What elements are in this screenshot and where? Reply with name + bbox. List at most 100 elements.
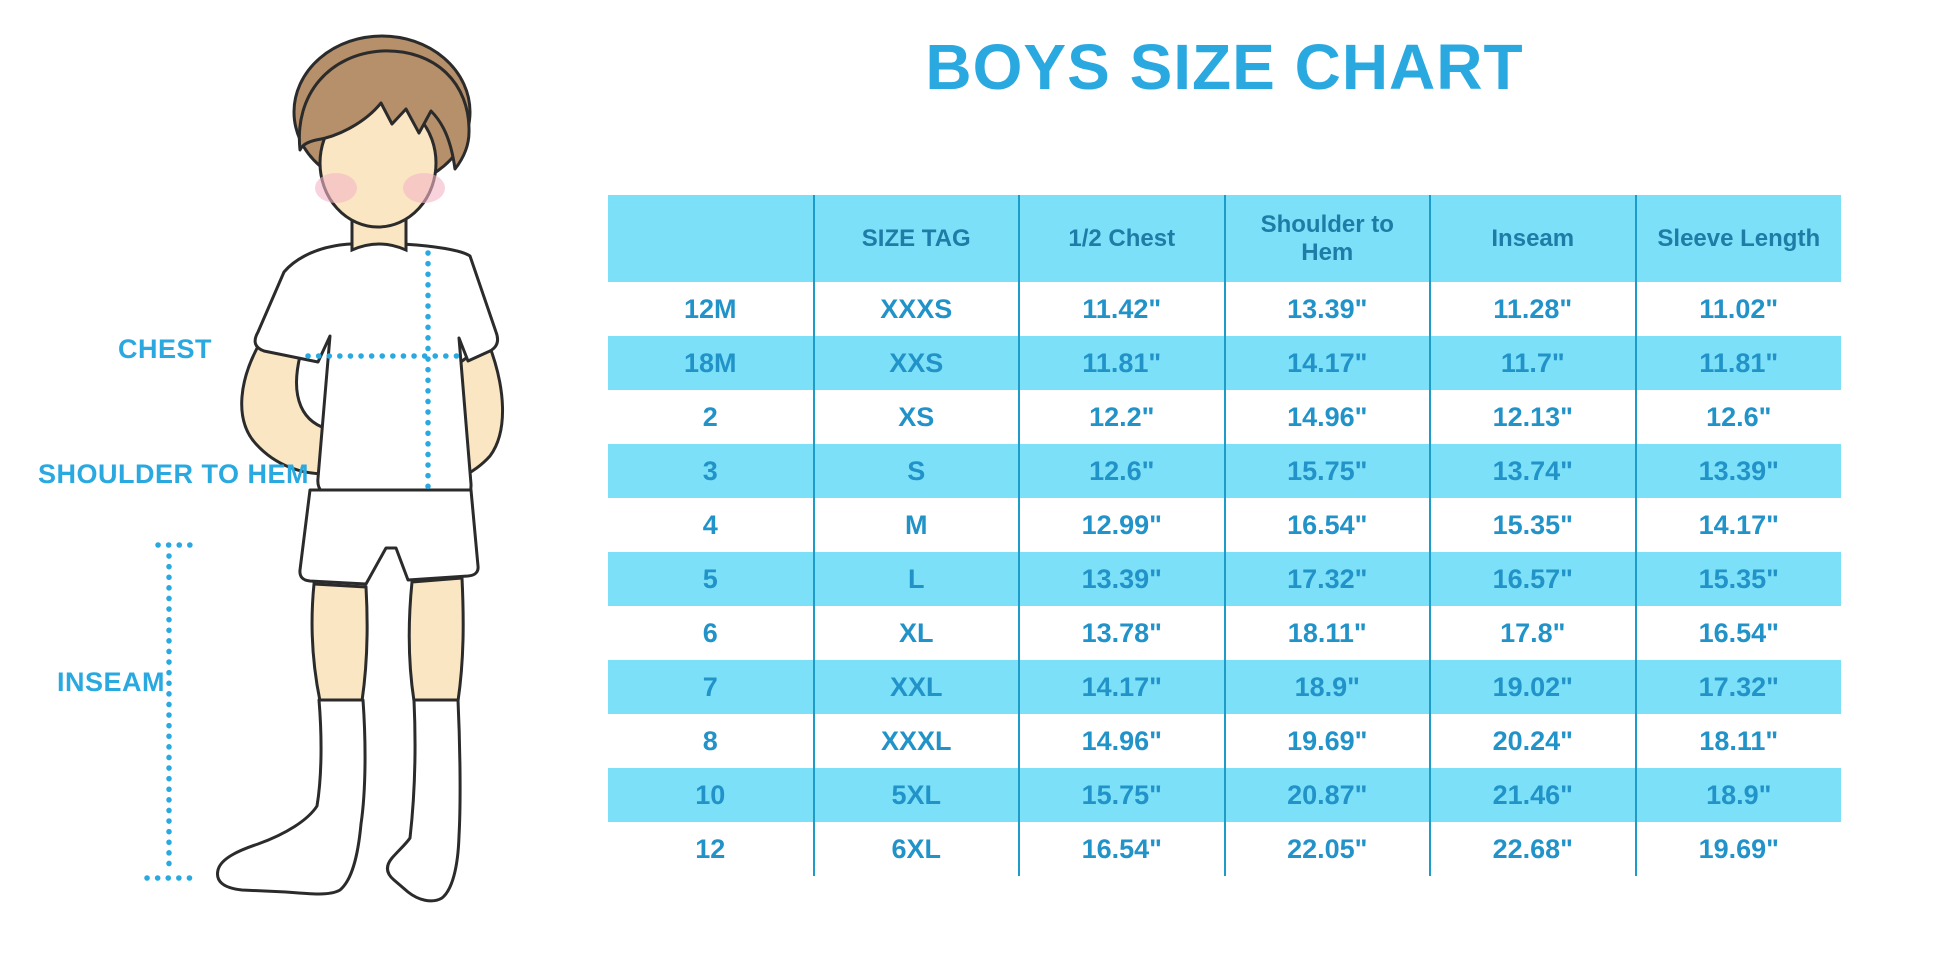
- size-cell: 8: [702, 725, 718, 756]
- measurement-cell: M: [812, 498, 1019, 552]
- measurement-cell: 16.54": [1018, 822, 1225, 876]
- size-cell: 5: [608, 552, 814, 606]
- table-row: 4 M 12.99" 16.54" 15.35" 14.17": [608, 498, 1841, 552]
- measurement-cell: 5XL: [812, 768, 1019, 822]
- measurement-cell: 12.99": [1018, 498, 1225, 552]
- measurement-cell: 17.8": [1429, 606, 1636, 660]
- measurement-cell: XXXL: [812, 714, 1019, 768]
- measurement-cell: 11.81": [1634, 336, 1841, 390]
- table-row: 8 XXXL 14.96" 19.69" 20.24" 18.11": [608, 714, 1841, 768]
- table-row: 10 5XL 15.75" 20.87" 21.46" 18.9": [608, 768, 1841, 822]
- measurement-cell: 17.32": [1634, 660, 1841, 714]
- measurement-cell: XXS: [812, 336, 1019, 390]
- measurement-cell: 16.54": [1223, 498, 1430, 552]
- header-cell-inseam: Inseam: [1429, 195, 1636, 282]
- header-cell-shoulder-to-hem: Shoulder to Hem: [1223, 195, 1430, 282]
- measurement-cell: L: [812, 552, 1019, 606]
- header-cell-sleeve-length: Sleeve Length: [1634, 195, 1841, 282]
- inseam-label: INSEAM: [57, 667, 166, 697]
- size-cell: 12: [695, 833, 726, 864]
- measurement-cell: 14.96": [1018, 714, 1225, 768]
- header-cell-size-tag: SIZE TAG: [812, 195, 1019, 282]
- measurement-cell: 12.6": [1634, 390, 1841, 444]
- measurement-cell: 11.28": [1429, 282, 1636, 336]
- table-row: 12 6XL 16.54" 22.05" 22.68" 19.69": [608, 822, 1841, 876]
- table-row: 7 XXL 14.17" 18.9" 19.02" 17.32": [608, 660, 1841, 714]
- measurement-cell: 14.96": [1223, 390, 1430, 444]
- right-leg: [407, 576, 465, 703]
- size-cell: 4: [702, 509, 718, 540]
- size-cell: 7: [608, 660, 814, 714]
- table-row: 12M XXXS 11.42" 13.39" 11.28" 11.02": [608, 282, 1841, 336]
- measurement-cell: 11.42": [1018, 282, 1225, 336]
- hair-fringe: [297, 49, 471, 171]
- measurement-cell: 13.39": [1018, 552, 1225, 606]
- measurement-cell: XL: [812, 606, 1019, 660]
- blush-right: [403, 173, 445, 203]
- measurement-cell: 15.35": [1634, 552, 1841, 606]
- measurement-cell: 11.7": [1429, 336, 1636, 390]
- measurement-cell: 22.68": [1429, 822, 1636, 876]
- header-cell-size: [608, 195, 814, 282]
- table-row: 5 L 13.39" 17.32" 16.57" 15.35": [608, 552, 1841, 606]
- measurement-cell: S: [812, 444, 1019, 498]
- measurement-cell: 21.46": [1429, 768, 1636, 822]
- left-sock-foot: [216, 698, 367, 896]
- measurement-cell: 18.9": [1634, 768, 1841, 822]
- left-arm: [240, 334, 334, 476]
- measurement-cell: 14.17": [1018, 660, 1225, 714]
- size-cell: 6: [702, 617, 718, 648]
- right-sock-foot: [386, 698, 462, 903]
- table-row: 6 XL 13.78" 18.11" 17.8" 16.54": [608, 606, 1841, 660]
- size-cell: 12M: [683, 293, 737, 324]
- measurement-cell: 15.75": [1018, 768, 1225, 822]
- measurement-cell: 19.02": [1429, 660, 1636, 714]
- measurement-cell: 15.35": [1429, 498, 1636, 552]
- header-row: SIZE TAG 1/2 Chest Shoulder to Hem Insea…: [608, 195, 1841, 282]
- chest-label: CHEST: [118, 334, 213, 364]
- left-leg: [310, 582, 369, 703]
- size-cell: 18M: [608, 336, 814, 390]
- measurement-cell: 19.69": [1223, 714, 1430, 768]
- measurement-cell: 13.39": [1634, 444, 1841, 498]
- measurement-cell: 16.54": [1634, 606, 1841, 660]
- measurement-cell: 11.81": [1018, 336, 1225, 390]
- measurement-cell: 12.2": [1018, 390, 1225, 444]
- measurement-cell: 14.17": [1223, 336, 1430, 390]
- table-row: 3 S 12.6" 15.75" 13.74" 13.39": [608, 444, 1841, 498]
- measurement-cell: 18.11": [1634, 714, 1841, 768]
- shoulder-to-hem-label: SHOULDER TO HEM: [38, 459, 310, 489]
- measurement-cell: 6XL: [812, 822, 1019, 876]
- size-cell: 10: [608, 768, 814, 822]
- measurement-cell: 12.6": [1018, 444, 1225, 498]
- measurement-cell: 15.75": [1223, 444, 1430, 498]
- table-row: 2 XS 12.2" 14.96" 12.13" 12.6": [608, 390, 1841, 444]
- measurement-cell: XXL: [812, 660, 1019, 714]
- measurement-cell: XXXS: [812, 282, 1019, 336]
- size-cell: 2: [702, 401, 718, 432]
- size-table-header: SIZE TAG 1/2 Chest Shoulder to Hem Insea…: [608, 195, 1841, 282]
- measurement-cell: 13.74": [1429, 444, 1636, 498]
- size-table-body: 12M XXXS 11.42" 13.39" 11.28" 11.02" 18M XXS 11.…: [608, 282, 1841, 876]
- header-cell-half-chest: 1/2 Chest: [1018, 195, 1225, 282]
- measurement-cell: 18.9": [1223, 660, 1430, 714]
- size-chart-table: SIZE TAG 1/2 Chest Shoulder to Hem Insea…: [608, 195, 1841, 876]
- measurement-cell: 22.05": [1223, 822, 1430, 876]
- measurement-cell: XS: [812, 390, 1019, 444]
- measurement-cell: 13.78": [1018, 606, 1225, 660]
- measurement-cell: 20.87": [1223, 768, 1430, 822]
- measurement-cell: 12.13": [1429, 390, 1636, 444]
- table-row: 18M XXS 11.81" 14.17" 11.7" 11.81": [608, 336, 1841, 390]
- measurement-cell: 14.17": [1634, 498, 1841, 552]
- measurement-cell: 17.32": [1223, 552, 1430, 606]
- boy-figure-drawing: [144, 34, 504, 903]
- measurement-cell: 11.02": [1634, 282, 1841, 336]
- measurement-cell: 13.39": [1223, 282, 1430, 336]
- measurement-cell: 20.24": [1429, 714, 1636, 768]
- page-title: BOYS SIZE CHART: [925, 31, 1524, 103]
- measurement-cell: 18.11": [1223, 606, 1430, 660]
- blush-left: [315, 173, 357, 203]
- shorts: [298, 488, 480, 586]
- boy-measurement-illustration: CHEST SHOULDER TO HEM INSEAM: [0, 0, 520, 973]
